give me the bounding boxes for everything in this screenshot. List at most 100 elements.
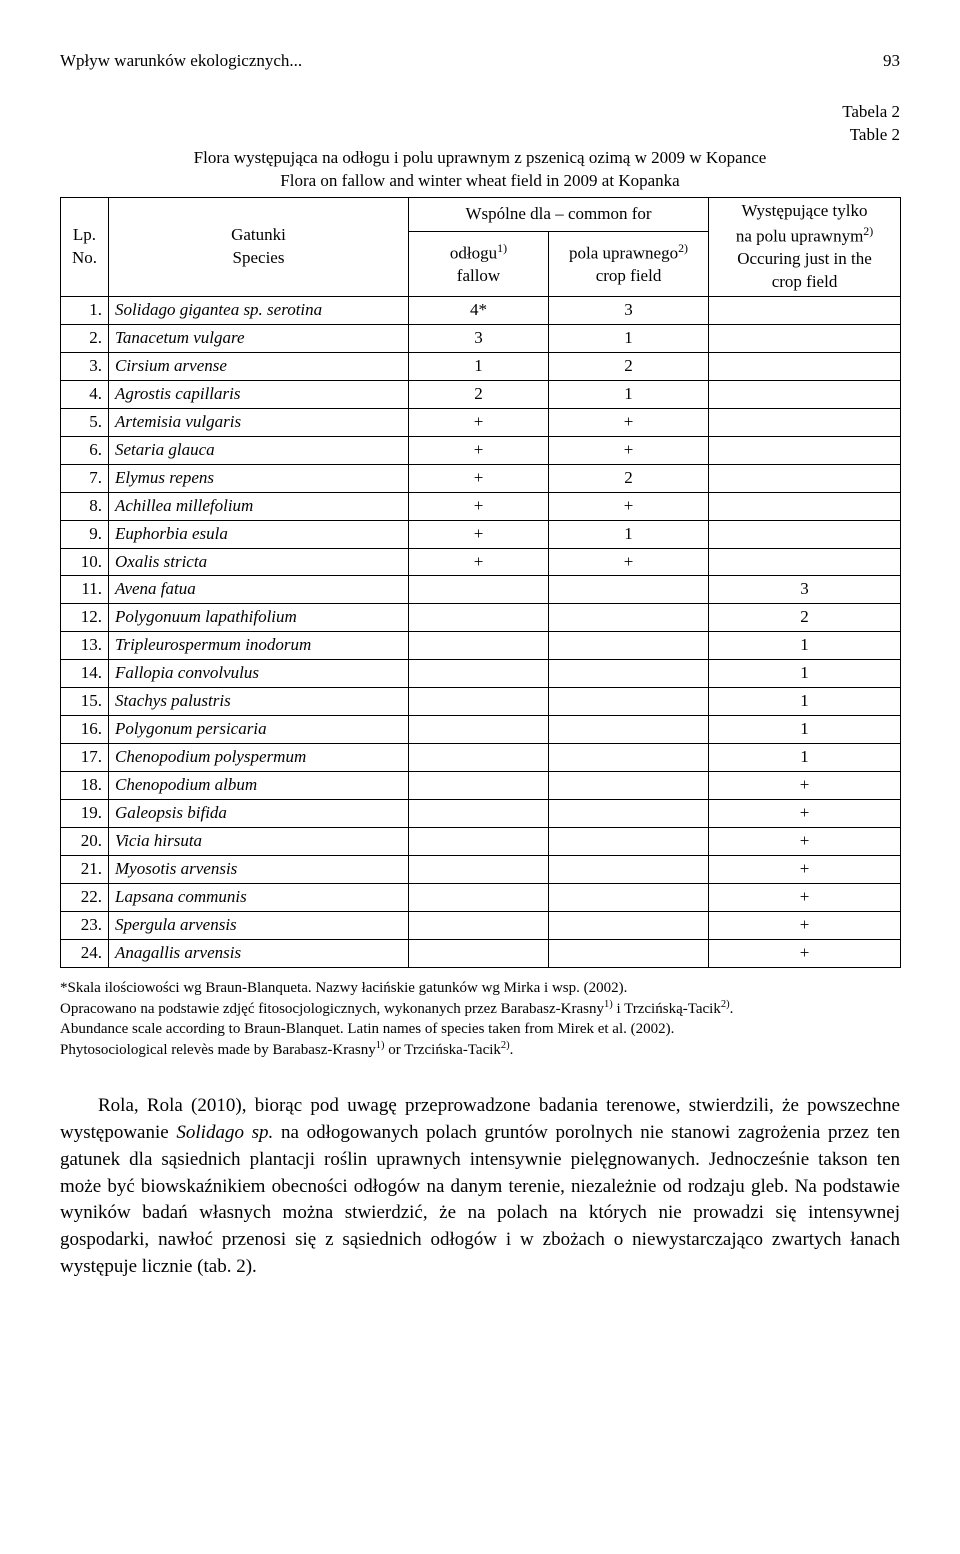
value-crop: +: [549, 408, 709, 436]
value-only-crop: +: [709, 855, 901, 883]
value-fallow: [409, 632, 549, 660]
value-fallow: [409, 576, 549, 604]
species-name: Fallopia convolvulus: [109, 660, 409, 688]
value-crop: [549, 744, 709, 772]
running-head-left: Wpływ warunków ekologicznych...: [60, 50, 302, 73]
value-crop: [549, 632, 709, 660]
value-only-crop: [709, 464, 901, 492]
title-line-1: Flora występująca na odłogu i polu upraw…: [194, 148, 767, 167]
table-row: 3.Cirsium arvense12: [61, 352, 901, 380]
table-body: 1.Solidago gigantea sp. serotina4*32.Tan…: [61, 297, 901, 968]
row-number: 22.: [61, 883, 109, 911]
value-only-crop: [709, 520, 901, 548]
row-number: 14.: [61, 660, 109, 688]
value-only-crop: [709, 408, 901, 436]
table-title: Flora występująca na odłogu i polu upraw…: [60, 147, 900, 193]
value-fallow: [409, 827, 549, 855]
row-number: 3.: [61, 352, 109, 380]
value-crop: [549, 939, 709, 967]
row-number: 20.: [61, 827, 109, 855]
table-row: 15.Stachys palustris 1: [61, 688, 901, 716]
value-fallow: [409, 688, 549, 716]
table-row: 22.Lapsana communis+: [61, 883, 901, 911]
value-fallow: [409, 799, 549, 827]
row-number: 10.: [61, 548, 109, 576]
species-name: Avena fatua: [109, 576, 409, 604]
value-crop: [549, 911, 709, 939]
value-crop: 2: [549, 352, 709, 380]
value-crop: 2: [549, 464, 709, 492]
species-name: Vicia hirsuta: [109, 827, 409, 855]
row-number: 15.: [61, 688, 109, 716]
row-number: 13.: [61, 632, 109, 660]
species-name: Artemisia vulgaris: [109, 408, 409, 436]
table-row: 10.Oxalis stricta++: [61, 548, 901, 576]
table-row: 11.Avena fatua3: [61, 576, 901, 604]
value-only-crop: [709, 380, 901, 408]
table-row: 24.Anagallis arvensis+: [61, 939, 901, 967]
value-only-crop: [709, 352, 901, 380]
value-crop: [549, 883, 709, 911]
value-only-crop: [709, 436, 901, 464]
value-fallow: +: [409, 520, 549, 548]
table-row: 8.Achillea millefolium++: [61, 492, 901, 520]
row-number: 7.: [61, 464, 109, 492]
value-fallow: 1: [409, 352, 549, 380]
col-lp-no: Lp. No.: [61, 197, 109, 296]
col-species: Gatunki Species: [109, 197, 409, 296]
value-crop: [549, 716, 709, 744]
value-crop: [549, 660, 709, 688]
species-name: Stachys palustris: [109, 688, 409, 716]
value-fallow: [409, 716, 549, 744]
value-only-crop: +: [709, 827, 901, 855]
species-name: Oxalis stricta: [109, 548, 409, 576]
col-only-crop: Występujące tylko na polu uprawnym2) Occ…: [709, 197, 901, 296]
table-row: 19.Galeopsis bifida+: [61, 799, 901, 827]
flora-table: Lp. No. Gatunki Species Wspólne dla – co…: [60, 197, 901, 968]
value-fallow: [409, 660, 549, 688]
species-name: Myosotis arvensis: [109, 855, 409, 883]
value-crop: [549, 799, 709, 827]
row-number: 6.: [61, 436, 109, 464]
value-fallow: 4*: [409, 297, 549, 325]
species-name: Achillea millefolium: [109, 492, 409, 520]
table-row: 21.Myosotis arvensis +: [61, 855, 901, 883]
value-crop: 3: [549, 297, 709, 325]
value-only-crop: +: [709, 939, 901, 967]
species-name: Cirsium arvense: [109, 352, 409, 380]
value-fallow: +: [409, 548, 549, 576]
table-row: 13.Tripleurospermum inodorum1: [61, 632, 901, 660]
row-number: 21.: [61, 855, 109, 883]
table-row: 9.Euphorbia esula+1: [61, 520, 901, 548]
value-crop: [549, 688, 709, 716]
value-fallow: [409, 604, 549, 632]
page-number: 93: [883, 50, 900, 73]
value-crop: [549, 604, 709, 632]
species-name: Spergula arvensis: [109, 911, 409, 939]
value-crop: [549, 772, 709, 800]
value-only-crop: [709, 492, 901, 520]
row-number: 12.: [61, 604, 109, 632]
value-crop: 1: [549, 325, 709, 353]
col-common-for: Wspólne dla – common for: [409, 197, 709, 231]
species-name: Galeopsis bifida: [109, 799, 409, 827]
value-only-crop: 1: [709, 688, 901, 716]
table-row: 17.Chenopodium polyspermum1: [61, 744, 901, 772]
value-fallow: +: [409, 492, 549, 520]
value-only-crop: [709, 297, 901, 325]
table-row: 1.Solidago gigantea sp. serotina4*3: [61, 297, 901, 325]
value-only-crop: 1: [709, 632, 901, 660]
value-fallow: 2: [409, 380, 549, 408]
value-fallow: 3: [409, 325, 549, 353]
col-crop-field: pola uprawnego2) crop field: [549, 231, 709, 296]
value-fallow: [409, 744, 549, 772]
title-line-2: Flora on fallow and winter wheat field i…: [280, 171, 679, 190]
row-number: 24.: [61, 939, 109, 967]
caption-line-2: Table 2: [850, 125, 900, 144]
species-name: Euphorbia esula: [109, 520, 409, 548]
value-only-crop: +: [709, 799, 901, 827]
value-only-crop: 1: [709, 716, 901, 744]
row-number: 18.: [61, 772, 109, 800]
value-crop: 1: [549, 380, 709, 408]
table-footnote: *Skala ilościowości wg Braun-Blanqueta. …: [60, 978, 900, 1061]
